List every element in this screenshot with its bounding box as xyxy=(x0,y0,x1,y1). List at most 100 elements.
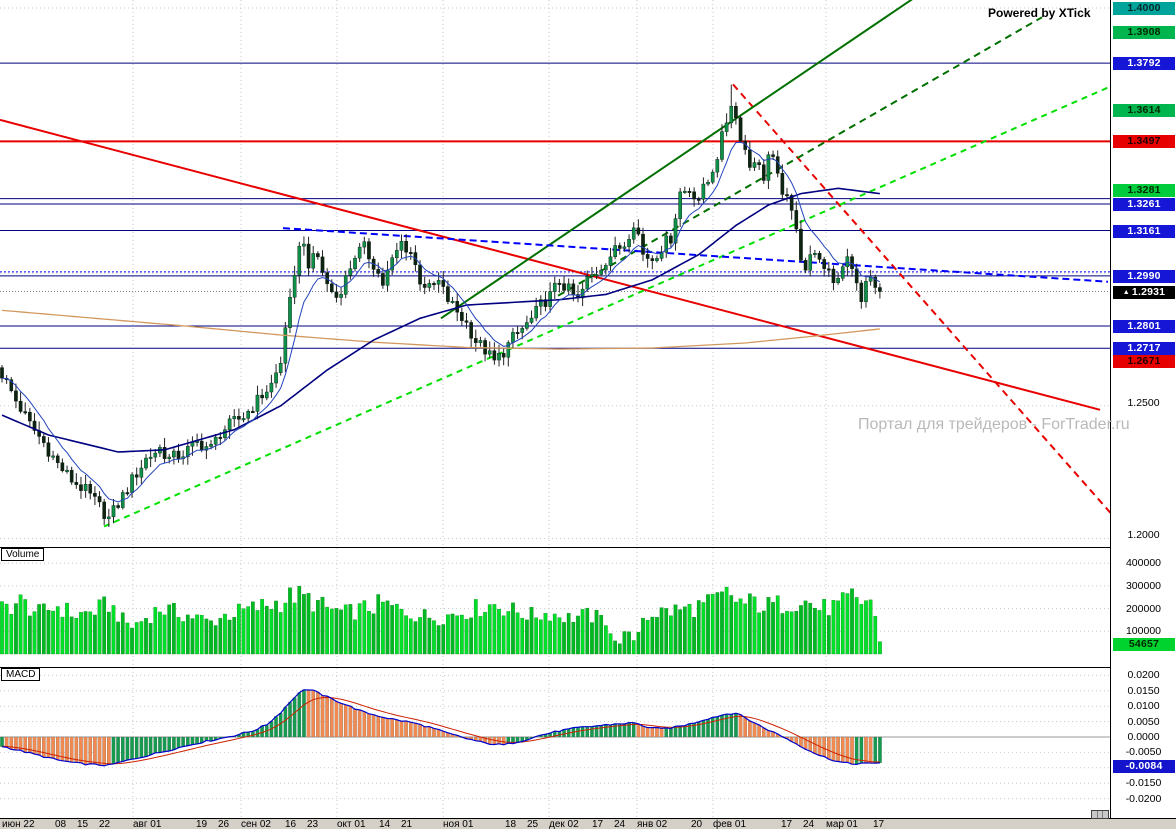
candle-body xyxy=(260,394,264,399)
macd-bar xyxy=(813,736,817,754)
volume-bar xyxy=(255,610,260,655)
volume-bar xyxy=(408,618,413,655)
macd-axis-tick: 0.0150 xyxy=(1112,685,1175,697)
candle-body xyxy=(822,259,826,269)
price-alert-chip[interactable]: 1.2801 xyxy=(1113,319,1175,333)
macd-axis-tick: 0.0000 xyxy=(1112,731,1175,743)
volume-bar xyxy=(46,609,51,655)
volume-bar xyxy=(492,604,497,655)
volume-bar xyxy=(720,591,724,655)
volume-bar xyxy=(585,607,590,655)
candle-body xyxy=(669,235,673,244)
candle-body xyxy=(107,516,111,519)
volume-bar xyxy=(106,611,111,655)
current-macd-chip[interactable]: -0.0084 xyxy=(1113,759,1175,773)
volume-bar xyxy=(116,621,120,655)
volume-bar xyxy=(199,614,204,655)
axis-label-text: 1.2500 xyxy=(1127,396,1160,409)
macd-bar xyxy=(42,736,46,758)
volume-bar xyxy=(464,618,469,655)
price-alert-chip[interactable]: 1.2671 xyxy=(1113,354,1175,368)
volume-bar xyxy=(446,614,450,655)
panel-separator[interactable] xyxy=(0,547,1110,548)
candle-body xyxy=(473,338,478,343)
macd-bar xyxy=(181,736,185,747)
candle-body xyxy=(14,390,18,402)
macd-bar xyxy=(859,736,864,764)
macd-bar xyxy=(743,717,748,738)
candle-body xyxy=(864,281,868,302)
axis-label-text: 1.3908 xyxy=(1127,25,1161,38)
macd-bar xyxy=(850,736,854,765)
price-axis[interactable]: 1.4000 1.3908 1.3792 1.3614 1.3497 1.3281 1.32… xyxy=(1110,0,1176,818)
candle-body xyxy=(622,246,627,249)
macd-histogram xyxy=(0,689,882,766)
price-alert-chip[interactable]: 1.2990 xyxy=(1113,269,1175,283)
macd-bar xyxy=(260,725,264,738)
candle-body xyxy=(585,276,590,290)
current-price-chip[interactable]: ▲ 1.2931 xyxy=(1113,285,1175,299)
status-panel-icon[interactable] xyxy=(1091,810,1109,819)
macd-bar xyxy=(487,736,492,745)
price-alert-chip[interactable]: 1.3261 xyxy=(1113,197,1175,211)
price-alert-chip[interactable]: 1.3792 xyxy=(1113,56,1175,70)
macd-bar xyxy=(376,716,381,738)
price-alert-chip[interactable]: 1.3161 xyxy=(1113,224,1175,238)
price-alert-chip[interactable]: 1.2717 xyxy=(1113,341,1175,355)
volume-bar xyxy=(650,616,655,655)
candle-body xyxy=(650,258,655,261)
candle-body xyxy=(69,469,74,483)
volume-bar xyxy=(93,614,97,655)
volume-bar xyxy=(859,604,864,655)
candles xyxy=(0,84,882,528)
volume-bar xyxy=(427,617,432,655)
macd-bar xyxy=(590,726,594,738)
candle-body xyxy=(255,394,260,412)
macd-bar xyxy=(669,728,673,738)
axis-label-text: 1.2801 xyxy=(1127,319,1161,332)
candle-body xyxy=(645,254,650,259)
volume-bar xyxy=(715,592,720,655)
macd-panel[interactable] xyxy=(0,668,1110,818)
macd-bar xyxy=(659,728,664,738)
volume-bar xyxy=(23,599,28,655)
volume-bar xyxy=(706,594,710,655)
candle-body xyxy=(683,190,687,193)
volume-bar xyxy=(785,611,789,655)
volume-bar xyxy=(381,601,385,655)
volume-bar xyxy=(743,603,748,655)
price-alert-chip[interactable]: 1.3497 xyxy=(1113,134,1175,148)
candle-body xyxy=(199,440,204,451)
macd-signal-line xyxy=(1,697,880,765)
candle-body xyxy=(687,190,692,193)
axis-label-text: 0.0100 xyxy=(1127,699,1160,712)
volume-bar xyxy=(696,600,701,655)
current-volume-chip[interactable]: 54657 xyxy=(1113,637,1175,651)
volume-bar xyxy=(460,614,464,655)
candle-body xyxy=(111,505,116,518)
time-axis-label: июн 22 xyxy=(2,819,35,829)
price-alert-chip[interactable]: 1.3281 xyxy=(1113,183,1175,197)
price-chart-panel[interactable] xyxy=(0,0,1110,547)
ma-long-line xyxy=(1,309,880,350)
volume-panel-label-text: Volume xyxy=(6,549,40,560)
volume-bar xyxy=(139,621,144,655)
candle-body xyxy=(367,241,371,260)
price-alert-chip[interactable]: 1.3908 xyxy=(1113,25,1175,39)
volume-panel[interactable] xyxy=(0,548,1110,667)
volume-bar xyxy=(41,603,46,655)
volume-bar xyxy=(83,611,88,655)
panel-separator[interactable] xyxy=(0,667,1110,668)
price-alert-chip[interactable]: 1.4000 xyxy=(1113,1,1175,15)
time-axis[interactable]: июн 22 08 15 22 авг 01 19 26 сен 02 16 23 окт 01 14… xyxy=(0,818,1176,829)
volume-bar xyxy=(367,611,371,655)
macd-bar xyxy=(348,705,353,738)
axis-label-text: 54657 xyxy=(1128,637,1160,650)
candle-body xyxy=(817,253,822,260)
time-axis-label: дек 02 xyxy=(549,819,579,829)
axis-label-text: 400000 xyxy=(1125,556,1162,569)
candle-body xyxy=(566,283,571,291)
candle-body xyxy=(28,411,32,422)
volume-bar xyxy=(37,604,42,655)
price-alert-chip[interactable]: 1.3614 xyxy=(1113,103,1175,117)
